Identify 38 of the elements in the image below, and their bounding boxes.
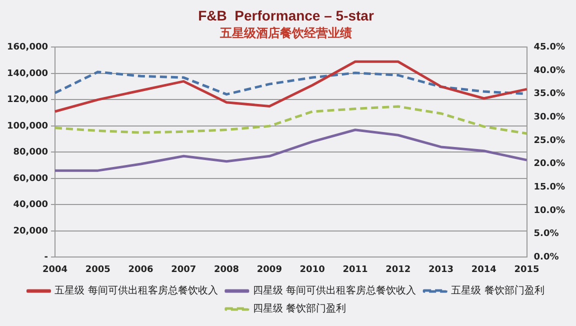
y2-tick-label: 20.0% [534,159,566,170]
y-tick-label: 80,000 [13,148,48,158]
x-tick-label: 2008 [214,264,240,275]
y2-tick-label: 15.0% [534,182,566,193]
y2-tick-label: 30.0% [534,112,566,123]
x-tick-label: 2012 [386,264,411,275]
legend-label: 五星级 餐饮部门盈利 [451,284,544,297]
y2-tick-label: 25.0% [534,136,566,146]
chart-title: F&B Performance – 5-star [198,7,374,24]
y-tick-label: 160,000 [6,42,48,53]
chart-subtitle: 五星级酒店餐饮经营业绩 [219,26,352,40]
line-series [54,105,528,135]
legend-label: 四星级 每间可供出租客房总餐饮收入 [252,284,416,297]
x-tick-label: 2007 [171,264,196,275]
x-tick-label: 2004 [42,264,68,275]
y-tick-label: 20,000 [13,226,48,236]
x-tick-label: 2010 [300,264,325,275]
x-tick-label: 2011 [342,264,368,275]
y2-tick-label: 35.0% [534,89,566,100]
x-tick-label: 2013 [428,264,454,275]
legend-label: 四星级 餐饮部门盈利 [252,302,346,315]
y2-tick-label: 10.0% [534,206,566,216]
y2-tick-label: 5.0% [534,229,559,240]
x-tick-label: 2009 [256,264,282,275]
y2-tick-label: 0.0% [534,252,559,263]
x-tick-label: 2005 [85,264,110,275]
y-tick-label: - [44,252,48,263]
legend-label: 五星级 每间可供出租客房总餐饮收入 [54,284,218,297]
y-tick-label: 120,000 [6,95,48,106]
x-tick-label: 2014 [471,264,496,275]
y2-tick-label: 45.0% [534,42,566,53]
x-tick-label: 2015 [514,264,540,275]
y-tick-label: 40,000 [13,200,48,210]
y-tick-label: 100,000 [6,121,48,132]
y2-tick-label: 40.0% [534,66,566,76]
y-tick-label: 60,000 [13,174,48,184]
x-tick-label: 2006 [128,264,154,275]
y-tick-label: 140,000 [6,68,48,79]
